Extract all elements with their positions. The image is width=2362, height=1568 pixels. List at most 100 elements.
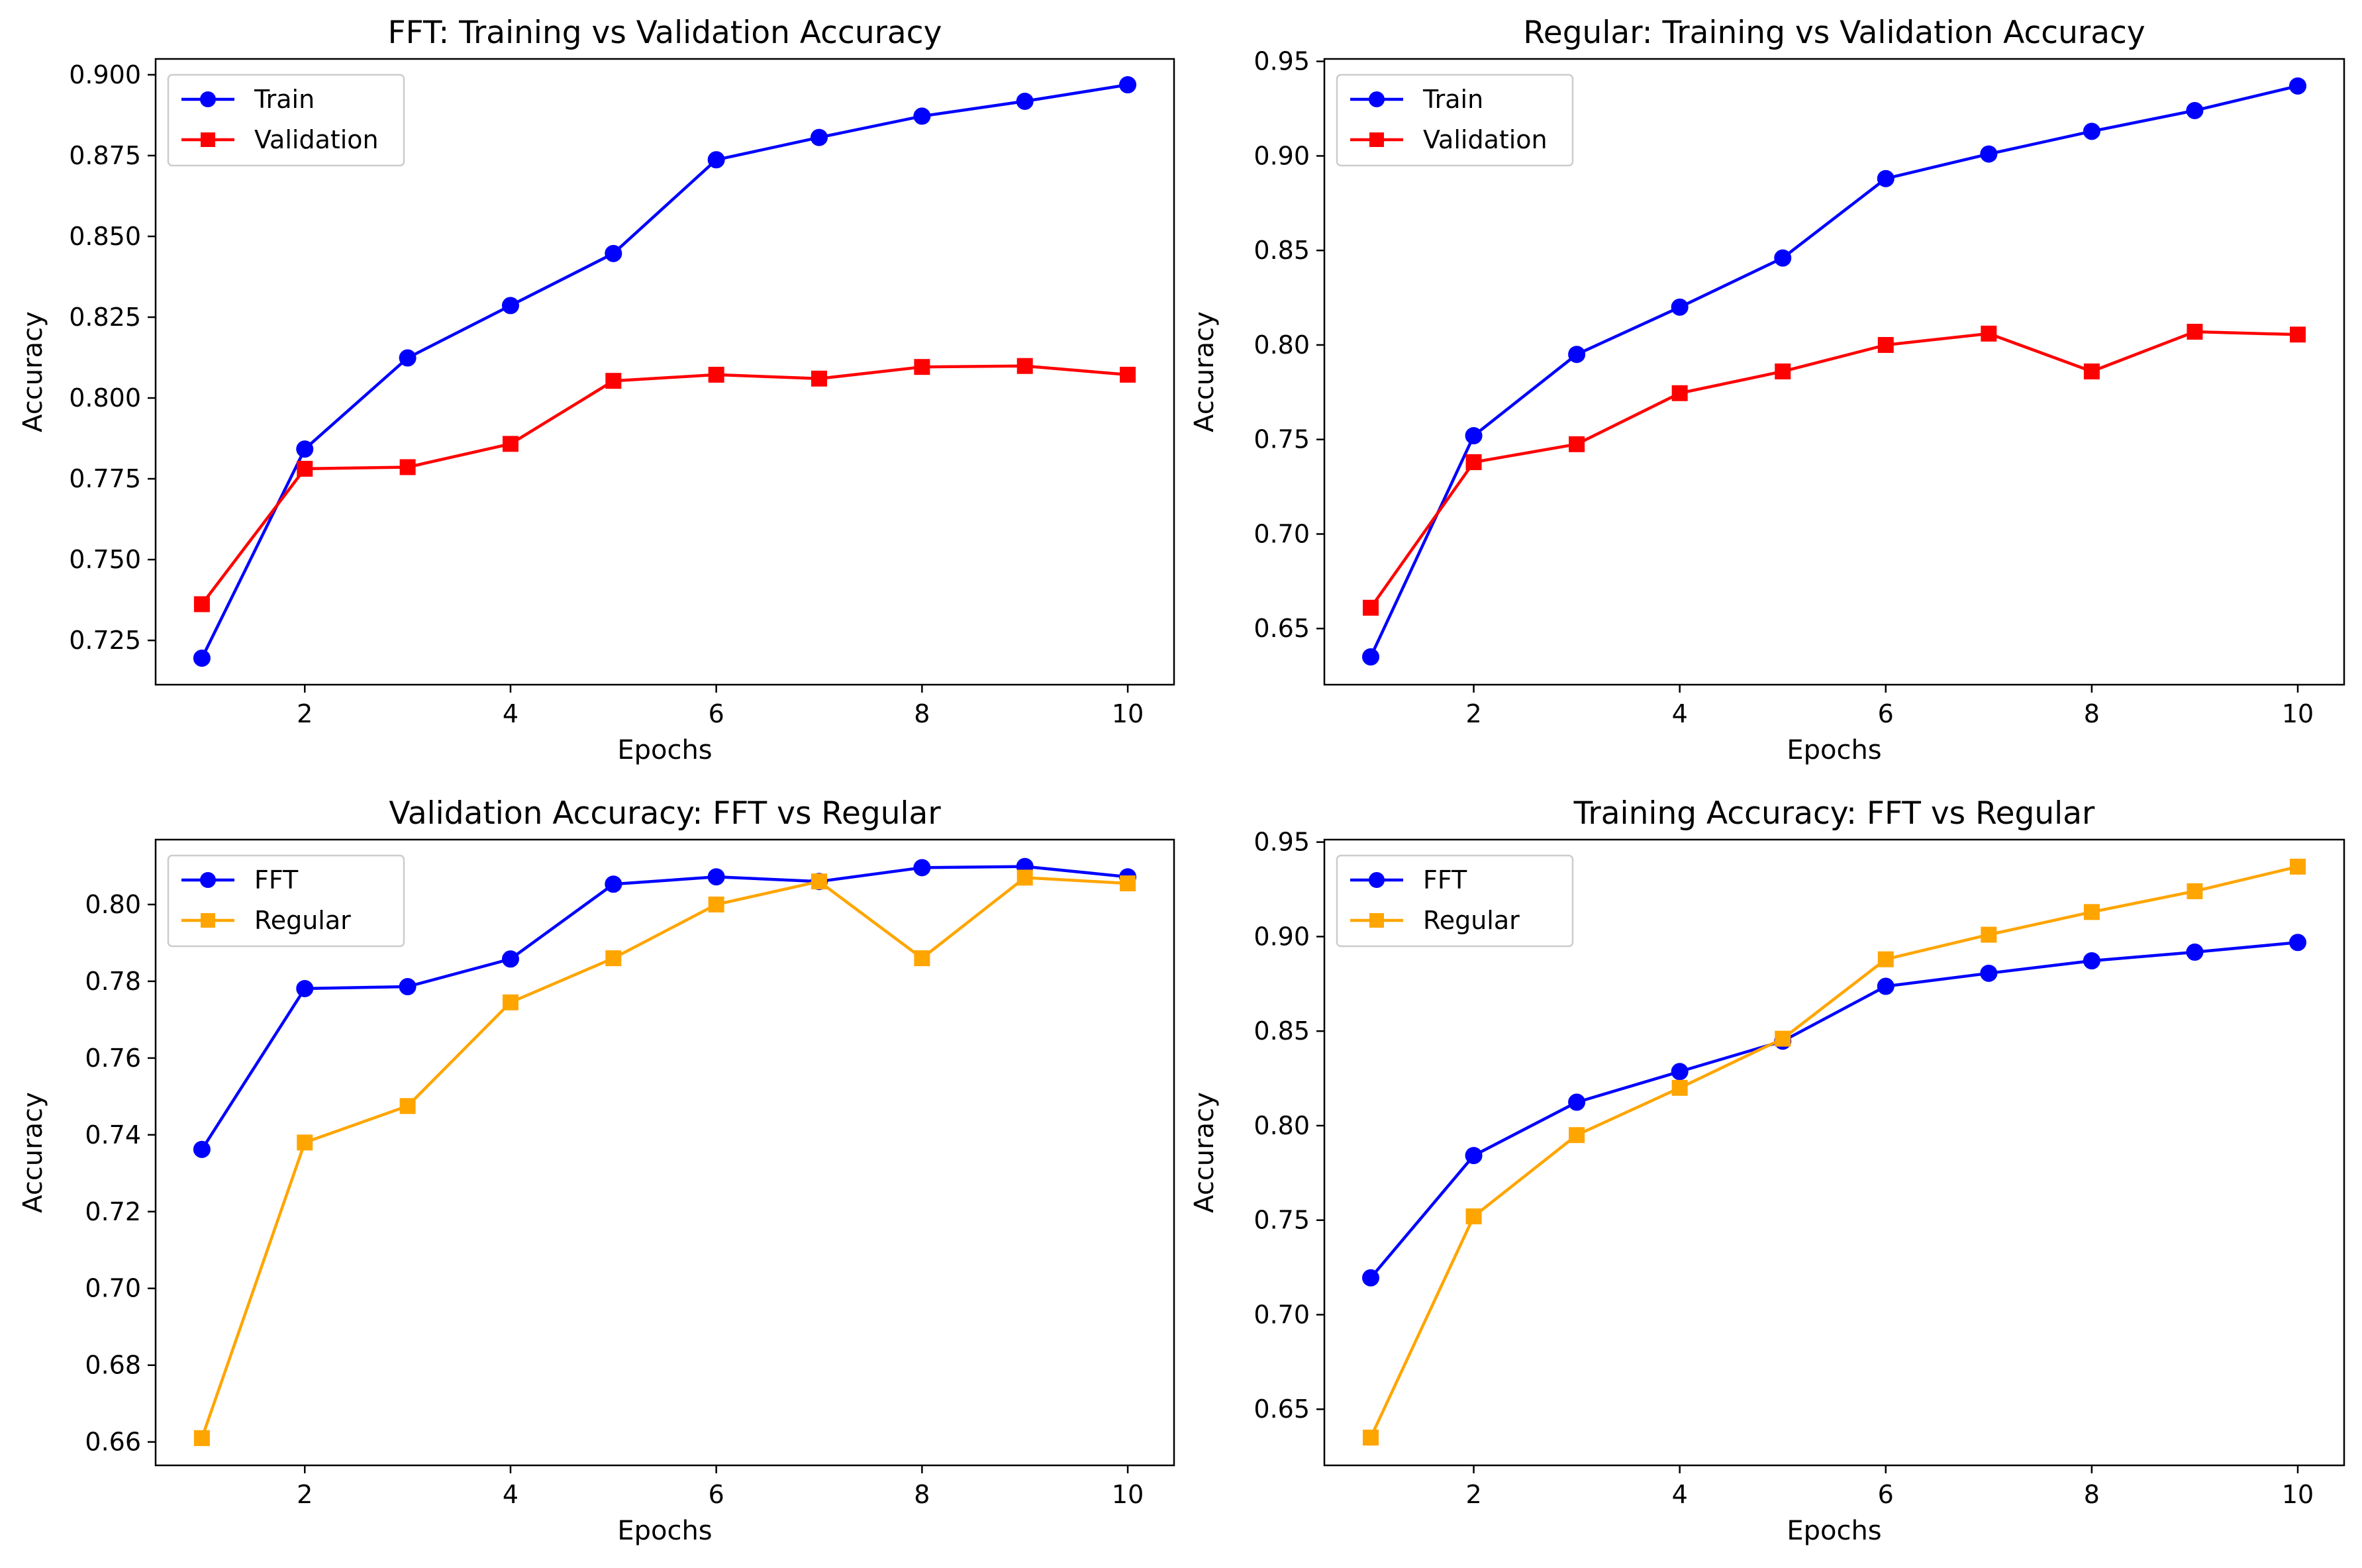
data-point <box>605 950 622 967</box>
data-point <box>1877 951 1894 967</box>
legend: FFT Regular <box>167 854 405 948</box>
legend: Train Validation <box>1336 74 1574 167</box>
x-tick-label: 2 <box>297 1480 313 1509</box>
data-point <box>1877 977 1895 995</box>
y-tick-label: 0.825 <box>69 303 141 332</box>
series-regular <box>1363 858 2306 1446</box>
data-point <box>1465 1208 1482 1224</box>
legend-label: Train <box>1422 85 1483 114</box>
axes-frame <box>1323 838 2345 1467</box>
chart-title: Training Accuracy: FFT vs Regular <box>1573 795 2095 832</box>
legend-marker <box>201 913 215 928</box>
data-point <box>297 460 313 477</box>
x-tick-label: 8 <box>914 1480 930 1509</box>
data-point <box>2289 77 2306 95</box>
data-point <box>1465 454 1482 470</box>
x-axis-label: Epochs <box>1787 1516 1881 1546</box>
x-tick-label: 2 <box>1465 699 1481 728</box>
legend-box <box>1336 854 1574 948</box>
data-point <box>707 151 725 169</box>
x-tick-label: 10 <box>2282 1480 2314 1509</box>
data-point <box>708 896 724 912</box>
data-point <box>1120 875 1136 892</box>
y-axis-label: Accuracy <box>18 1092 48 1213</box>
data-point <box>914 950 930 967</box>
data-point <box>2083 122 2100 140</box>
y-axis-label: Accuracy <box>18 311 48 432</box>
y-tick-label: 0.75 <box>1254 1206 1310 1235</box>
y-axis-label: Accuracy <box>1189 311 1220 432</box>
data-point <box>1774 249 1792 267</box>
legend: Train Validation <box>167 74 405 167</box>
data-point <box>1877 336 1894 353</box>
y-tick-label: 0.66 <box>85 1428 141 1457</box>
chart-title: Validation Accuracy: FFT vs Regular <box>389 795 941 832</box>
legend-label: FFT <box>254 865 299 895</box>
data-point <box>913 107 931 125</box>
chart-panel-4: Training Accuracy: FFT vs Regular 2 4 6 8 10 0… <box>1189 795 2345 1546</box>
y-tick-label: 0.70 <box>85 1274 141 1303</box>
legend-label: Validation <box>1423 125 1548 154</box>
data-point <box>1569 1127 1585 1144</box>
data-point <box>193 596 210 612</box>
chart-panel-1: FFT: Training vs Validation Accuracy 2 4 6 8… <box>18 15 1175 765</box>
series-regular <box>193 869 1136 1446</box>
data-point <box>2083 952 2100 970</box>
data-point <box>605 373 622 389</box>
axes-frame <box>154 838 1175 1467</box>
x-tick-label: 8 <box>914 699 930 728</box>
x-tick-label: 8 <box>2084 699 2100 728</box>
data-point <box>1671 1079 1688 1096</box>
y-tick-label: 0.65 <box>1254 614 1310 643</box>
series-line <box>1369 84 2298 658</box>
data-point <box>297 1134 313 1151</box>
data-point <box>811 128 828 146</box>
data-point <box>1465 426 1483 444</box>
x-axis-label: Epochs <box>1787 735 1881 765</box>
legend-marker <box>200 872 216 888</box>
y-tick-label: 0.775 <box>69 464 141 493</box>
y-tick-label: 0.900 <box>69 60 141 89</box>
x-axis-label: Epochs <box>617 1516 712 1546</box>
legend-label: Regular <box>1423 906 1520 935</box>
y-tick-label: 0.85 <box>1254 1016 1310 1046</box>
data-point <box>2290 858 2306 875</box>
data-point <box>1980 145 1998 163</box>
data-point <box>1016 92 1034 110</box>
data-point <box>1980 964 1998 982</box>
legend-marker <box>1369 913 1384 928</box>
x-tick-label: 4 <box>1672 699 1688 728</box>
data-point <box>811 370 828 387</box>
x-tick-label: 6 <box>709 699 724 728</box>
data-point <box>296 979 314 997</box>
data-point <box>605 244 622 262</box>
data-point <box>1363 1430 1379 1446</box>
data-point <box>501 297 519 315</box>
axes-frame <box>1323 58 2345 686</box>
legend-label: Validation <box>254 125 379 154</box>
data-point <box>193 1140 211 1158</box>
data-point <box>1981 926 1997 943</box>
y-tick-label: 0.68 <box>85 1351 141 1380</box>
data-point <box>1569 436 1585 452</box>
data-point <box>2187 323 2203 340</box>
series-line <box>200 83 1128 659</box>
x-tick-label: 2 <box>297 699 313 728</box>
legend-marker <box>1369 132 1384 147</box>
y-tick-label: 0.800 <box>69 383 141 413</box>
data-point <box>1775 363 1791 379</box>
y-tick-label: 0.70 <box>1254 519 1310 548</box>
data-point <box>1363 599 1379 616</box>
data-point <box>1120 366 1136 383</box>
y-tick-label: 0.76 <box>85 1044 141 1073</box>
chart-panel-2: Regular: Training vs Validation Accuracy… <box>1189 15 2345 765</box>
x-tick-label: 10 <box>2282 699 2314 728</box>
y-tick-label: 0.850 <box>69 222 141 251</box>
x-tick-label: 6 <box>1878 699 1894 728</box>
data-point <box>399 349 417 367</box>
data-point <box>193 1430 210 1446</box>
data-point <box>296 440 314 458</box>
legend-marker <box>1369 91 1385 107</box>
data-point <box>1671 385 1688 401</box>
